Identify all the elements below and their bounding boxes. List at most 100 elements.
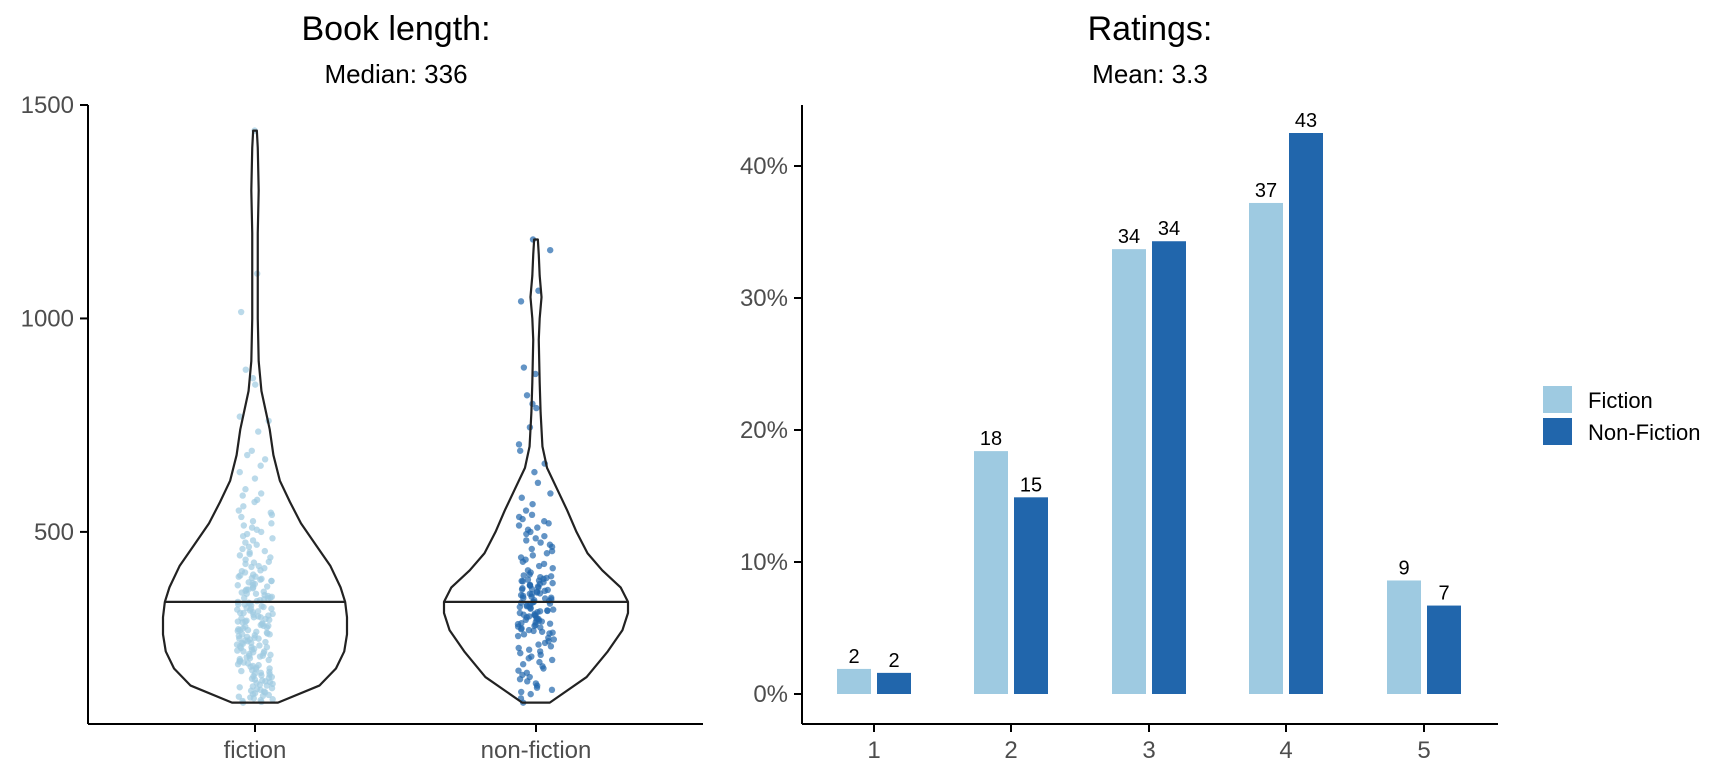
violin-point (520, 572, 527, 579)
violin-point (248, 639, 255, 647)
violin-point (520, 631, 528, 638)
violin-point (537, 539, 544, 546)
violin-point (518, 586, 526, 593)
violin-point (526, 603, 533, 610)
violin-point (517, 649, 524, 657)
violin-point (238, 513, 245, 521)
violin-point (543, 550, 551, 557)
violin-point (260, 622, 267, 630)
violin-point (257, 576, 264, 583)
violin-point (526, 590, 534, 597)
violin-point (541, 639, 549, 647)
violin-point (544, 607, 551, 615)
bar-value-label: 34 (1158, 218, 1180, 240)
ratings-y-tick-label: 10% (740, 549, 788, 576)
bar-fiction (974, 451, 1008, 694)
violin-point (525, 655, 532, 662)
ratings-y-tick-label: 30% (740, 285, 788, 312)
violin-point (548, 656, 556, 664)
bar-non-fiction (877, 672, 911, 694)
violin-point (549, 579, 556, 587)
violin-y-ticks: 500 1000 1500 (21, 92, 88, 546)
violin-point (522, 616, 529, 624)
violin-outline (442, 238, 630, 704)
violin-point (528, 545, 535, 553)
violin-point (257, 462, 264, 469)
violin-point (548, 547, 556, 555)
violin-point (545, 520, 552, 527)
violin-point (236, 552, 244, 559)
violin-title: Book length: (301, 10, 490, 48)
violin-point (514, 632, 522, 640)
violin-point (526, 571, 533, 578)
ratings-y-tick-label: 40% (740, 153, 788, 180)
violin-point (240, 648, 247, 655)
violin-point (250, 695, 258, 702)
bar-value-label: 37 (1255, 180, 1277, 202)
violin-point (533, 616, 540, 623)
violin-point (263, 682, 271, 689)
violin-point (249, 537, 257, 544)
violin-point (515, 644, 522, 652)
violin-point (254, 608, 262, 615)
violin-point (528, 511, 536, 519)
violin-point (242, 539, 249, 546)
violin-point (523, 530, 530, 538)
bar-fiction (1387, 580, 1421, 694)
violin-point (235, 693, 243, 700)
violin-point (242, 618, 249, 625)
bar-non-fiction (1289, 133, 1323, 694)
violin-point (256, 642, 263, 649)
ratings-x-tick-label: 2 (1004, 737, 1017, 764)
bar-value-label: 43 (1295, 110, 1317, 132)
violin-point (520, 364, 528, 371)
violin-point (253, 541, 260, 548)
violin-point (518, 577, 525, 585)
bar-fiction (1249, 202, 1283, 694)
violin-x-ticks: fiction non-fiction (224, 724, 591, 764)
violin-panel: Book length: Median: 336 500 1000 1500 fic… (21, 10, 703, 764)
legend: Fiction Non-Fiction (1543, 386, 1700, 445)
violin-point (516, 603, 524, 611)
violin-point (266, 631, 273, 638)
ratings-x-ticks: 1 2 3 4 5 (867, 724, 1431, 764)
violin-point (529, 552, 537, 559)
violin-point (245, 586, 252, 593)
violin-point (241, 594, 248, 602)
violin-point (239, 545, 246, 553)
violin-point (258, 672, 265, 679)
violin-point (519, 558, 527, 565)
ratings-x-tick-label: 3 (1142, 737, 1155, 764)
ratings-y-ticks: 0% 10% 20% 30% 40% (740, 153, 802, 708)
violin-point (527, 690, 534, 698)
ratings-title: Ratings: (1088, 10, 1213, 48)
violin-point (235, 573, 242, 580)
violin-point (524, 678, 531, 685)
violin-point (234, 647, 241, 654)
violin-point (531, 468, 538, 476)
ratings-x-tick-label: 4 (1279, 737, 1292, 764)
violin-point (251, 475, 259, 482)
violin-point (548, 686, 556, 694)
violin-point (251, 498, 258, 506)
violin-point (267, 651, 274, 659)
violin-point (519, 661, 527, 668)
violin-point (236, 413, 244, 420)
violin-point (265, 691, 272, 699)
violin-point (239, 492, 246, 499)
violin-point (245, 543, 253, 551)
violin-point (540, 665, 547, 672)
violin-point (263, 643, 271, 651)
violin-point (238, 589, 245, 596)
violin-point (235, 507, 243, 514)
violin-point (246, 550, 253, 558)
violin-point (531, 622, 538, 630)
violin-point (240, 609, 247, 617)
violin-point (242, 486, 249, 493)
violin-point (236, 468, 243, 476)
violin-point (242, 560, 249, 568)
violin-y-tick-label: 1000 (21, 305, 74, 332)
violin-point (526, 582, 534, 589)
bar-value-label: 15 (1020, 474, 1042, 496)
